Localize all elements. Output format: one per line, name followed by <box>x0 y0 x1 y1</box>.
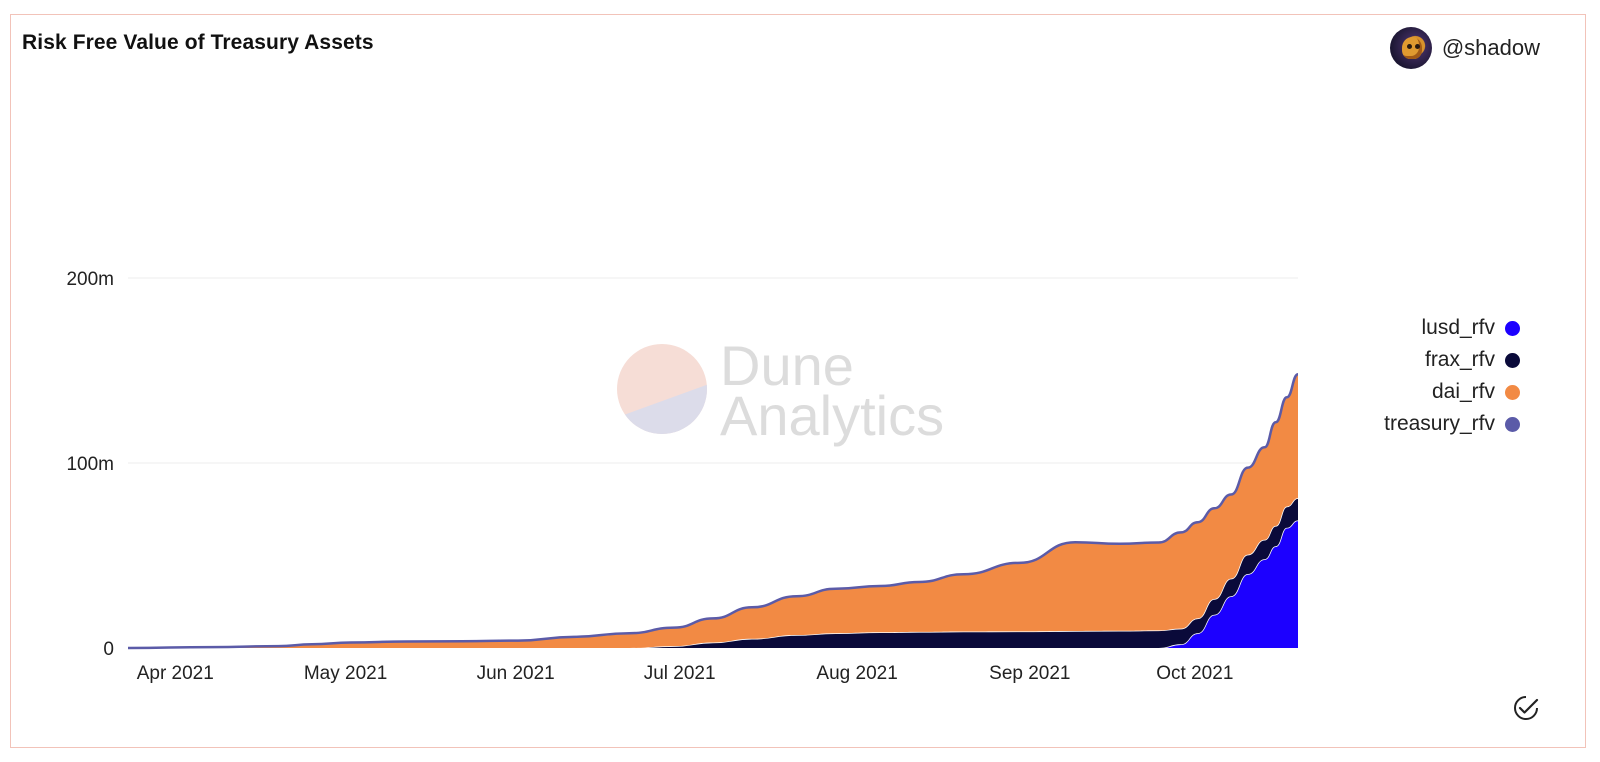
x-tick-label: Apr 2021 <box>137 663 214 684</box>
series-areas <box>127 372 1299 650</box>
legend: lusd_rfv frax_rfv dai_rfv treasury_rfv <box>1384 316 1520 436</box>
watermark-line1: Dune <box>720 334 854 397</box>
verified-check-icon[interactable] <box>1512 694 1540 722</box>
legend-dot-icon <box>1505 416 1520 432</box>
area-dai_rfv[interactable] <box>128 374 1298 648</box>
legend-item-frax_rfv[interactable]: frax_rfv <box>1425 348 1520 372</box>
legend-item-treasury_rfv[interactable]: treasury_rfv <box>1384 412 1520 436</box>
x-tick-label: Jul 2021 <box>644 663 716 684</box>
legend-item-dai_rfv[interactable]: dai_rfv <box>1432 380 1520 404</box>
y-tick-label: 200m <box>66 269 114 290</box>
legend-dot-icon <box>1505 352 1520 368</box>
y-tick-label: 100m <box>66 454 114 475</box>
y-axis: 0 100m 200m <box>66 269 114 660</box>
x-tick-label: Aug 2021 <box>816 663 897 684</box>
x-tick-label: May 2021 <box>304 663 387 684</box>
avatar[interactable] <box>1389 27 1432 69</box>
x-axis: Apr 2021 May 2021 Jun 2021 Jul 2021 Aug 2021… <box>137 663 1234 684</box>
x-tick-label: Jun 2021 <box>477 663 555 684</box>
dune-watermark: Dune Analytics <box>617 334 944 447</box>
legend-item-lusd_rfv[interactable]: lusd_rfv <box>1421 316 1520 340</box>
author-badge[interactable]: @shadow <box>1389 27 1540 69</box>
legend-label: dai_rfv <box>1431 380 1495 403</box>
x-tick-label: Oct 2021 <box>1156 663 1233 684</box>
legend-dot-icon <box>1505 320 1520 336</box>
legend-label: frax_rfv <box>1424 348 1495 371</box>
x-tick-label: Sep 2021 <box>989 663 1070 684</box>
author-name[interactable]: @shadow <box>1441 35 1540 60</box>
line-treasury_rfv[interactable] <box>127 372 1299 650</box>
legend-label: lusd_rfv <box>1421 316 1495 339</box>
watermark-line2: Analytics <box>720 384 944 447</box>
legend-label: treasury_rfv <box>1384 412 1495 435</box>
avatar-skull-icon <box>1401 37 1422 59</box>
grid <box>128 277 1298 464</box>
chart-title: Risk Free Value of Treasury Assets <box>22 31 374 54</box>
legend-dot-icon <box>1505 384 1520 400</box>
y-tick-label: 0 <box>103 639 114 660</box>
area-frax_rfv[interactable] <box>128 498 1298 648</box>
